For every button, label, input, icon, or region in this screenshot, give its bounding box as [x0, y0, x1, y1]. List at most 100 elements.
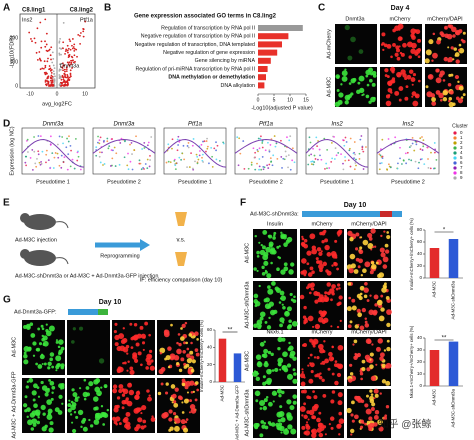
- cell: [375, 363, 378, 366]
- cell-point: [276, 157, 279, 160]
- cell: [386, 346, 391, 352]
- cell: [256, 361, 263, 368]
- cell: [386, 75, 390, 78]
- legend-swatch: [453, 171, 457, 175]
- cell: [450, 73, 454, 77]
- cell-point: [250, 161, 253, 164]
- cell: [446, 33, 453, 40]
- volcano-point: [58, 63, 61, 66]
- cell-point: [319, 154, 321, 157]
- cell-point: [197, 158, 200, 161]
- cell: [24, 409, 28, 413]
- tick-label: 5: [273, 97, 276, 103]
- volcano-point: [70, 59, 72, 62]
- cell: [357, 81, 361, 85]
- cell: [428, 74, 432, 79]
- cell: [383, 230, 386, 233]
- cell: [30, 427, 35, 431]
- cell-point: [69, 145, 72, 147]
- volcano-point: [49, 54, 52, 57]
- cell: [321, 310, 327, 316]
- cell: [354, 414, 359, 420]
- construct-diagram: [302, 211, 402, 217]
- cell-point: [331, 157, 334, 160]
- volcano-point: [68, 64, 71, 67]
- cell: [194, 348, 199, 352]
- cell: [137, 417, 143, 423]
- cell: [369, 389, 373, 393]
- cell: [100, 386, 103, 389]
- cell: [350, 433, 353, 436]
- cell: [310, 370, 314, 374]
- cell-point: [61, 136, 64, 138]
- cell: [324, 244, 330, 251]
- cell-point: [54, 152, 57, 154]
- cell: [176, 341, 179, 345]
- label: IF: efficiency comparison (day 10): [140, 277, 223, 283]
- cell-point: [378, 168, 381, 171]
- cell-point: [342, 139, 344, 141]
- bar: [233, 353, 242, 382]
- cell: [354, 395, 358, 400]
- volcano-point: [66, 49, 69, 52]
- cell: [300, 389, 305, 394]
- cell-point: [142, 166, 145, 169]
- cell: [262, 375, 266, 379]
- cell: [398, 45, 401, 48]
- cell-point: [191, 144, 194, 147]
- cell: [375, 261, 379, 265]
- cell-point: [352, 152, 355, 155]
- label: Regulation of pri-miRNA transcription by…: [135, 66, 255, 72]
- cell: [458, 85, 464, 91]
- cell-point: [344, 136, 347, 139]
- cell: [77, 396, 80, 399]
- volcano-point: [82, 30, 85, 33]
- cell: [454, 52, 460, 57]
- cell-point: [40, 160, 42, 163]
- cell: [122, 362, 125, 365]
- cell: [395, 45, 400, 50]
- cell: [280, 417, 286, 423]
- cell-point: [99, 151, 101, 154]
- cell: [318, 251, 323, 257]
- cell: [83, 378, 87, 382]
- cell: [353, 339, 358, 344]
- volcano-point: [45, 43, 48, 46]
- label: Ad-Dnmt3a-GFP:: [14, 309, 57, 315]
- cell-point: [146, 144, 149, 147]
- cell: [114, 334, 120, 341]
- cell: [326, 282, 332, 287]
- cell-point: [282, 157, 285, 160]
- cell-point: [256, 148, 259, 151]
- cell-point: [410, 144, 412, 147]
- cell: [126, 400, 133, 407]
- cell: [290, 428, 297, 435]
- cell: [306, 286, 309, 290]
- tick-label: 40: [417, 251, 423, 256]
- cell: [289, 405, 295, 411]
- cell: [50, 397, 54, 401]
- cell-point: [281, 167, 283, 169]
- cell: [150, 417, 156, 422]
- cell: [307, 418, 310, 421]
- cell-point: [309, 141, 312, 144]
- cell: [288, 319, 292, 323]
- cell: [350, 413, 354, 417]
- cell: [316, 427, 322, 433]
- cell-point: [206, 147, 209, 150]
- cell: [279, 317, 285, 323]
- cell-point: [317, 140, 319, 142]
- cell: [317, 422, 323, 428]
- cell: [301, 370, 304, 374]
- cell: [188, 333, 192, 337]
- cell: [444, 26, 447, 30]
- cell-point: [258, 165, 261, 168]
- cell: [113, 330, 117, 334]
- cell: [370, 228, 376, 234]
- volcano-point: [70, 61, 73, 64]
- label: 0: [56, 91, 59, 97]
- label: Ad-M3C + Ad-Dnmt3a-GFP: [235, 385, 240, 440]
- cell-point: [326, 167, 328, 170]
- cell: [278, 411, 285, 417]
